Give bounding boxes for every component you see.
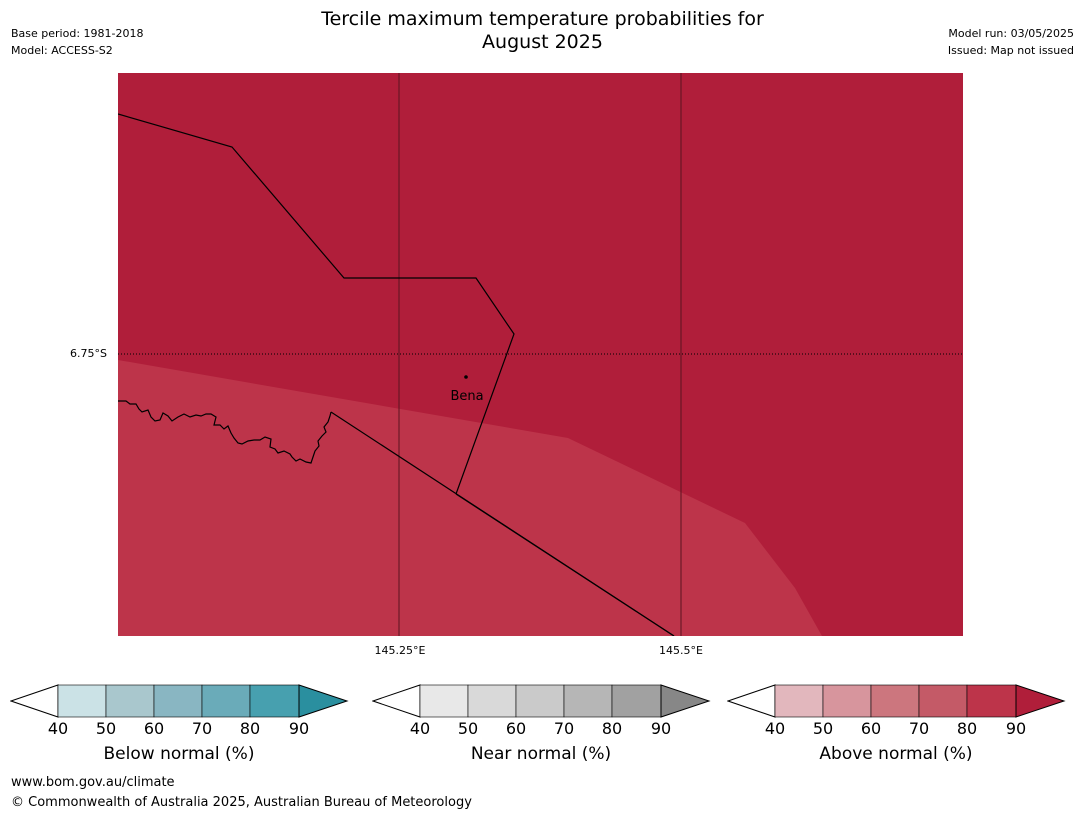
tick-label: 50 — [95, 719, 117, 738]
colorbar-above-normal — [727, 684, 1066, 718]
probability-region-mid — [118, 360, 822, 636]
tick-label: 80 — [956, 719, 978, 738]
tick-label: 90 — [1005, 719, 1027, 738]
tick-label: 60 — [505, 719, 527, 738]
town-marker — [464, 375, 468, 379]
longitude-label: 145.25°E — [374, 644, 426, 657]
town-label-bena: Bena — [450, 389, 483, 404]
tick-label: 50 — [812, 719, 834, 738]
legend-title-above-normal: Above normal (%) — [819, 744, 973, 764]
tick-label: 50 — [457, 719, 479, 738]
tick-label: 70 — [908, 719, 930, 738]
tick-label: 70 — [191, 719, 213, 738]
legend-above-normal — [727, 684, 1067, 720]
legend-near-normal — [372, 684, 712, 720]
longitude-label: 145.5°E — [659, 644, 703, 657]
map-title-line1: Tercile maximum temperature probabilitie… — [321, 8, 764, 30]
tick-label: 90 — [288, 719, 310, 738]
model-label: Model: ACCESS-S2 — [11, 44, 113, 57]
tick-label: 90 — [650, 719, 672, 738]
province-boundary — [330, 411, 675, 636]
footer-url: www.bom.gov.au/climate — [11, 775, 175, 790]
coastline — [118, 400, 332, 464]
legend-title-below-normal: Below normal (%) — [103, 744, 255, 764]
tick-label: 80 — [601, 719, 623, 738]
map-title-line2: August 2025 — [482, 31, 603, 53]
colorbar-below-normal — [10, 684, 349, 718]
tick-label: 40 — [47, 719, 69, 738]
tick-label: 40 — [764, 719, 786, 738]
tick-label: 70 — [553, 719, 575, 738]
footer-copyright: © Commonwealth of Australia 2025, Austra… — [11, 795, 472, 810]
legend-title-near-normal: Near normal (%) — [470, 744, 612, 764]
map-title: Tercile maximum temperature probabilitie… — [0, 8, 1085, 54]
base-period-label: Base period: 1981-2018 — [11, 27, 144, 40]
model-run-label: Model run: 03/05/2025 — [948, 27, 1074, 40]
tick-label: 80 — [239, 719, 261, 738]
legend-below-normal — [10, 684, 350, 720]
colorbar-near-normal — [372, 684, 711, 718]
tick-label: 40 — [409, 719, 431, 738]
tick-label: 60 — [143, 719, 165, 738]
province-boundary — [118, 113, 515, 495]
latitude-label: 6.75°S — [70, 347, 107, 360]
tick-label: 60 — [860, 719, 882, 738]
issued-label: Issued: Map not issued — [947, 44, 1074, 57]
